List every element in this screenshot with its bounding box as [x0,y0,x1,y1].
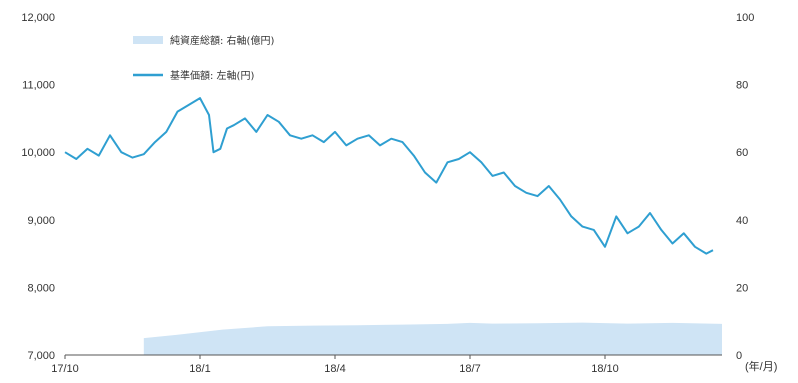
left-tick-label: 11,000 [22,80,55,92]
legend-swatch-net-assets [133,36,163,44]
right-tick-label: 0 [736,350,742,362]
legend: 純資産総額: 右軸(億円) 基準価額: 左軸(円) [133,34,274,82]
right-axis-ticks: 0 20 40 60 80 100 [736,12,754,362]
x-tick-label: 17/10 [51,363,79,375]
left-axis-ticks: 7,000 8,000 9,000 10,000 11,000 12,000 [21,12,55,362]
left-tick-label: 10,000 [21,147,55,159]
right-tick-label: 80 [736,80,748,92]
legend-label-nav: 基準価額: 左軸(円) [170,69,254,82]
x-tick-label: 18/10 [591,363,619,375]
left-tick-label: 9,000 [27,215,55,227]
x-tick-label: 18/7 [459,363,480,375]
right-tick-label: 20 [736,282,748,294]
x-axis-ticks: 17/10 18/1 18/4 18/7 18/10 [51,355,619,375]
right-tick-label: 100 [736,12,754,24]
right-tick-label: 40 [736,215,748,227]
left-tick-label: 12,000 [21,12,55,24]
x-tick-label: 18/4 [324,363,345,375]
right-tick-label: 60 [736,147,748,159]
series-nav-line [64,97,714,255]
left-tick-label: 7,000 [27,350,55,362]
left-tick-label: 8,000 [27,282,55,294]
x-axis-unit-label: (年/月) [745,359,777,373]
series-net-assets-area [143,322,723,355]
legend-label-net-assets: 純資産総額: 右軸(億円) [170,34,274,47]
x-tick-label: 18/1 [189,363,210,375]
